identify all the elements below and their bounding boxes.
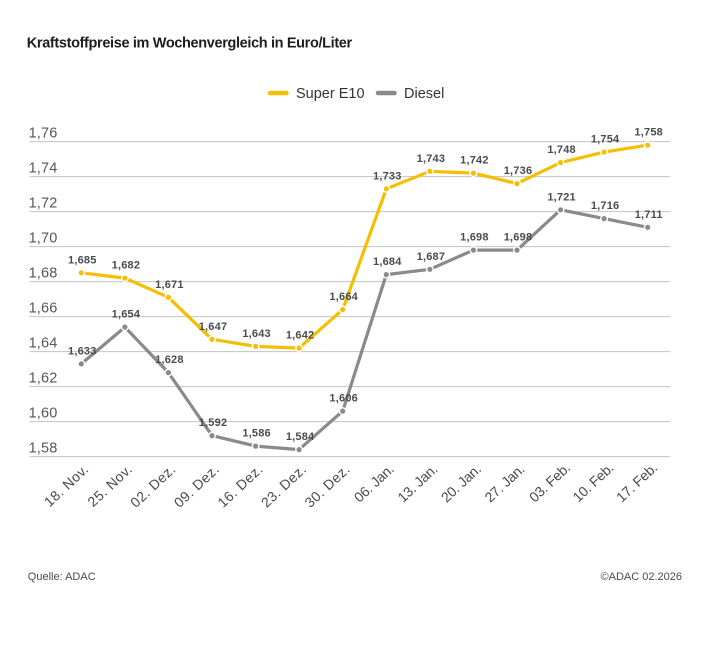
svg-text:Quelle: ADAC: Quelle: ADAC	[28, 571, 96, 583]
svg-text:1,72: 1,72	[29, 195, 58, 211]
svg-text:1,682: 1,682	[112, 260, 141, 272]
svg-text:1,664: 1,664	[329, 291, 358, 303]
svg-text:1,64: 1,64	[29, 335, 58, 351]
svg-text:Super E10: Super E10	[296, 86, 365, 102]
svg-text:1,643: 1,643	[242, 328, 271, 340]
svg-text:1,628: 1,628	[155, 354, 184, 366]
svg-text:1,716: 1,716	[591, 200, 620, 212]
svg-text:1,654: 1,654	[112, 309, 141, 321]
svg-text:1,70: 1,70	[29, 230, 58, 246]
svg-text:1,58: 1,58	[29, 440, 58, 456]
svg-text:1,721: 1,721	[547, 191, 576, 203]
svg-text:1,68: 1,68	[29, 265, 58, 281]
svg-text:1,758: 1,758	[634, 127, 663, 139]
svg-text:1,633: 1,633	[68, 345, 97, 357]
svg-text:1,733: 1,733	[373, 170, 402, 182]
svg-text:1,592: 1,592	[199, 417, 228, 429]
svg-text:1,76: 1,76	[29, 125, 58, 141]
svg-text:1,62: 1,62	[29, 370, 58, 386]
svg-text:1,66: 1,66	[29, 300, 58, 316]
svg-text:1,687: 1,687	[417, 251, 446, 263]
svg-text:1,736: 1,736	[504, 165, 533, 177]
svg-text:1,685: 1,685	[68, 254, 97, 266]
svg-text:1,671: 1,671	[155, 279, 184, 291]
svg-text:1,74: 1,74	[29, 160, 58, 176]
svg-text:1,742: 1,742	[460, 155, 489, 167]
svg-text:Diesel: Diesel	[404, 86, 444, 102]
svg-text:1,698: 1,698	[460, 232, 489, 244]
svg-text:1,698: 1,698	[504, 232, 533, 244]
svg-text:1,748: 1,748	[547, 144, 576, 156]
svg-text:1,642: 1,642	[286, 330, 315, 342]
svg-text:1,743: 1,743	[417, 153, 446, 165]
svg-text:1,711: 1,711	[635, 209, 663, 221]
svg-text:©ADAC 02.2026: ©ADAC 02.2026	[601, 571, 683, 583]
svg-text:1,606: 1,606	[329, 393, 358, 405]
svg-text:1,647: 1,647	[199, 321, 228, 333]
svg-text:1,584: 1,584	[286, 431, 315, 443]
svg-text:1,754: 1,754	[591, 134, 620, 146]
svg-text:1,586: 1,586	[242, 428, 271, 440]
svg-text:Kraftstoffpreise im Wochenverg: Kraftstoffpreise im Wochenvergleich in E…	[27, 36, 353, 52]
svg-text:1,684: 1,684	[373, 256, 402, 268]
svg-text:1,60: 1,60	[29, 405, 58, 421]
